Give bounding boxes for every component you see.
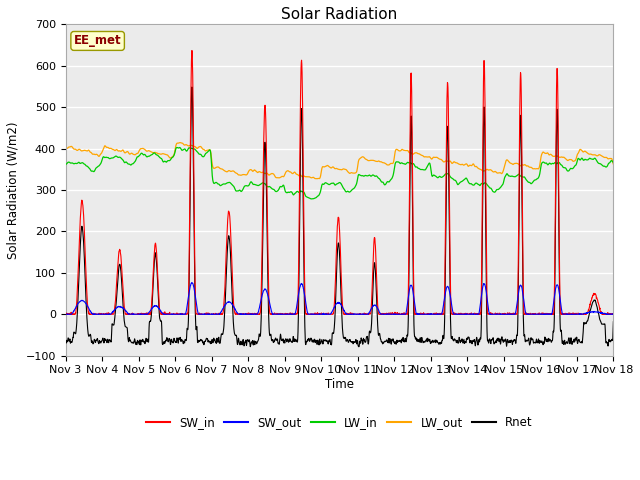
Title: Solar Radiation: Solar Radiation (282, 7, 397, 22)
Y-axis label: Solar Radiation (W/m2): Solar Radiation (W/m2) (7, 121, 20, 259)
Legend: SW_in, SW_out, LW_in, LW_out, Rnet: SW_in, SW_out, LW_in, LW_out, Rnet (141, 411, 538, 434)
X-axis label: Time: Time (325, 378, 354, 391)
Text: EE_met: EE_met (74, 35, 122, 48)
